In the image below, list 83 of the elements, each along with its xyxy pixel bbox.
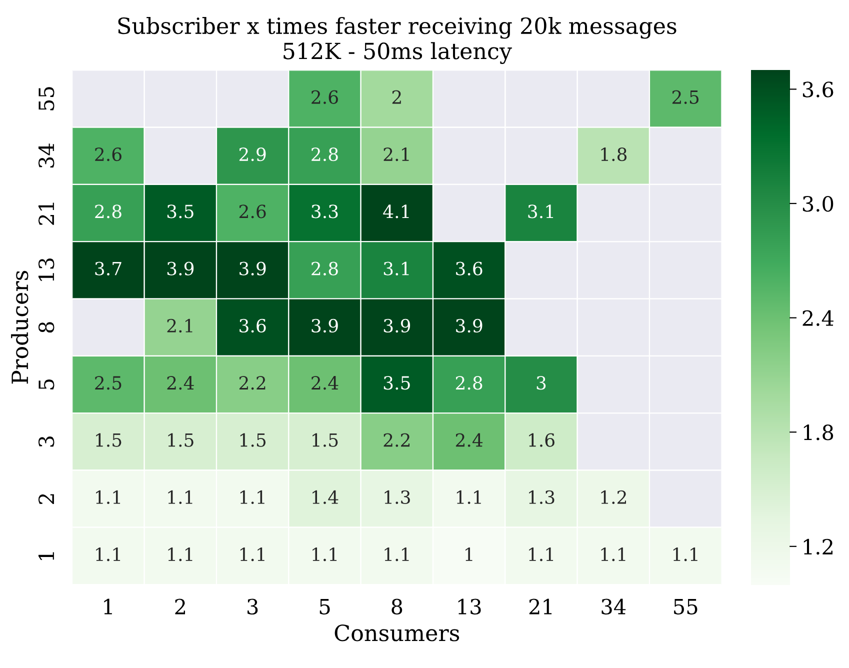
data-label: 2.4 — [167, 376, 194, 390]
data-label: 2.4 — [456, 433, 483, 447]
data-label: 2.6 — [95, 147, 122, 162]
x-tick-label: 5 — [320, 599, 330, 615]
y-tick-label: 21 — [38, 202, 54, 225]
y-tick-label: 3 — [38, 436, 54, 447]
data-label: 3.1 — [528, 204, 554, 218]
data-label: 1.1 — [240, 548, 264, 562]
data-label: 1.8 — [601, 147, 627, 162]
data-label: 1.1 — [673, 548, 698, 562]
y-tick-label: 55 — [38, 87, 54, 110]
data-label: 1.1 — [168, 490, 192, 504]
color-bar-label: 2.4 — [802, 310, 834, 326]
data-label: 1.1 — [601, 548, 626, 562]
data-label: 3.3 — [312, 204, 338, 218]
data-label: 1.3 — [529, 490, 554, 504]
data-label: 1.5 — [96, 433, 122, 447]
x-tick-label: 3 — [248, 598, 258, 615]
data-label: 4.1 — [383, 204, 409, 218]
y-tick-label: 8 — [38, 322, 54, 333]
data-label: 2 — [392, 90, 401, 104]
data-label: 3 — [536, 376, 546, 390]
data-label: 3.7 — [95, 262, 122, 276]
data-label: 3.1 — [384, 262, 409, 276]
chart-title: Subscriber x times faster receiving 20k messages — [118, 16, 676, 39]
data-label: 2.5 — [672, 90, 699, 104]
y-tick-label: 34 — [38, 144, 54, 168]
data-label: 3.9 — [240, 262, 266, 276]
x-tick-label: 2 — [175, 598, 185, 614]
data-label: 2.1 — [384, 147, 409, 162]
data-label: 3.6 — [456, 262, 482, 276]
data-label: 1.1 — [384, 548, 409, 562]
x-tick-label: 8 — [392, 598, 402, 615]
y-tick-label: 1 — [38, 552, 54, 560]
color-bar-label: 1.8 — [804, 424, 834, 440]
data-label: 2.4 — [312, 376, 338, 390]
y-tick-label: 13 — [38, 258, 54, 281]
data-label: 1 — [466, 548, 472, 561]
data-label: 1.5 — [168, 433, 194, 447]
data-label: 1.3 — [384, 490, 410, 504]
x-tick-label: 21 — [529, 598, 552, 614]
color-bar-label: 1.2 — [804, 538, 832, 555]
data-label: 1.1 — [240, 490, 264, 504]
data-label: 3.5 — [384, 376, 410, 390]
data-label: 1.5 — [240, 433, 266, 447]
y-tick-label: 2 — [38, 494, 54, 504]
data-label: 1.1 — [96, 548, 120, 562]
data-label: 2.2 — [239, 376, 266, 390]
x-tick-label: 55 — [674, 599, 698, 615]
data-label: 2.6 — [239, 204, 266, 218]
data-label: 2.1 — [167, 318, 192, 333]
data-label: 3.9 — [456, 318, 482, 333]
data-label: 2.6 — [312, 90, 338, 104]
data-label: 3.9 — [312, 318, 338, 333]
data-label: 1.6 — [529, 433, 554, 447]
data-label: 1.1 — [168, 548, 192, 562]
y-axis-title: Producers — [11, 270, 28, 384]
data-label: 1.1 — [456, 490, 481, 504]
x-tick-label: 13 — [458, 598, 481, 615]
data-label: 1.1 — [529, 548, 554, 562]
data-label: 1.5 — [312, 433, 338, 447]
data-label: 1.4 — [312, 490, 338, 504]
data-label: 2.8 — [95, 204, 122, 218]
data-label: 3.6 — [240, 318, 266, 333]
data-label: 1.1 — [96, 490, 120, 504]
data-label: 1.1 — [312, 548, 337, 562]
data-label: 3.5 — [167, 204, 194, 218]
data-label: 3.9 — [384, 318, 410, 333]
data-label: 2.2 — [384, 433, 410, 447]
data-label: 2.5 — [95, 376, 122, 390]
color-bar-label: 3.0 — [802, 196, 834, 212]
x-axis-title: Consumers — [334, 624, 460, 642]
x-tick-label: 34 — [602, 598, 626, 615]
data-label: 1.2 — [601, 490, 626, 504]
color-bar-label: 3.6 — [802, 82, 834, 98]
data-label: 2.9 — [239, 147, 266, 162]
data-label: 2.8 — [312, 262, 338, 276]
data-label: 2.8 — [312, 147, 338, 162]
data-label: 2.8 — [456, 376, 482, 390]
y-tick-label: 5 — [38, 379, 54, 390]
data-label: 3.9 — [167, 262, 194, 276]
chart-subtitle: 512K - 50ms latency — [284, 42, 512, 64]
x-tick-label: 1 — [104, 598, 112, 614]
